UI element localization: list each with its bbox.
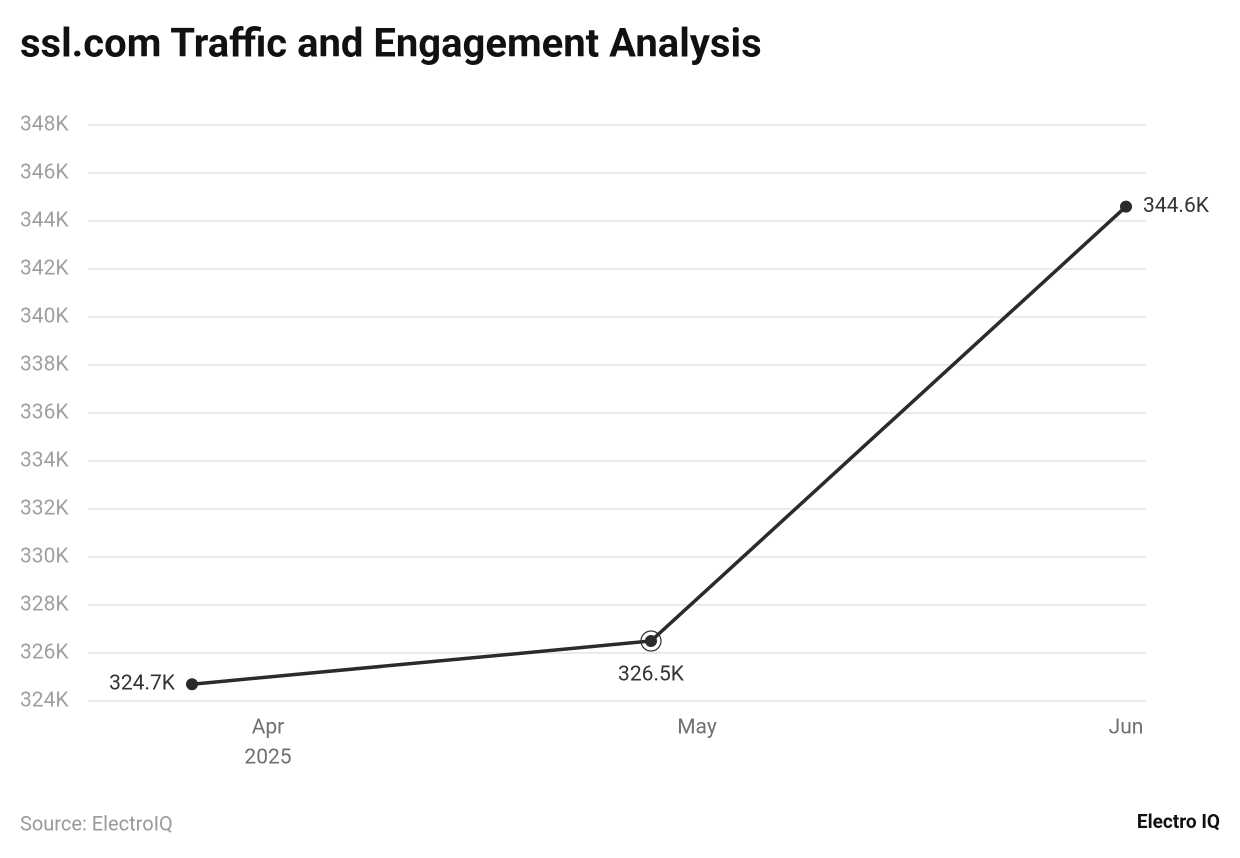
y-tick-label: 326K — [20, 641, 69, 665]
value-label: 324.7K — [109, 672, 176, 696]
marker — [186, 678, 198, 691]
y-tick-label: 338K — [20, 353, 69, 377]
value-label: 344.6K — [1143, 194, 1210, 218]
y-tick-label: 340K — [20, 305, 69, 329]
y-tick-label: 336K — [20, 401, 69, 425]
y-tick-label: 332K — [20, 497, 69, 521]
y-tick-label: 324K — [20, 689, 69, 713]
y-tick-label: 328K — [20, 593, 69, 617]
y-tick-label: 334K — [20, 449, 69, 473]
x-tick-label: Jun — [1109, 716, 1144, 740]
y-tick-label: 330K — [20, 545, 69, 569]
y-tick-label: 342K — [20, 257, 69, 281]
marker — [1120, 200, 1132, 213]
chart-title: ssl.com Traffic and Engagement Analysis — [20, 20, 762, 67]
x-year-label: 2025 — [244, 746, 291, 770]
marker — [645, 635, 657, 647]
y-tick-label: 344K — [20, 209, 69, 233]
marker-ring — [640, 630, 662, 652]
value-label: 326.5K — [618, 663, 685, 687]
line — [191, 205, 1128, 686]
y-tick-label: 346K — [20, 161, 69, 185]
brand: Electro IQ — [1137, 810, 1220, 833]
source: Source: ElectroIQ — [20, 811, 173, 835]
x-tick-label: May — [677, 716, 717, 740]
x-tick-label: Apr — [252, 716, 285, 740]
y-tick-label: 348K — [20, 113, 69, 137]
